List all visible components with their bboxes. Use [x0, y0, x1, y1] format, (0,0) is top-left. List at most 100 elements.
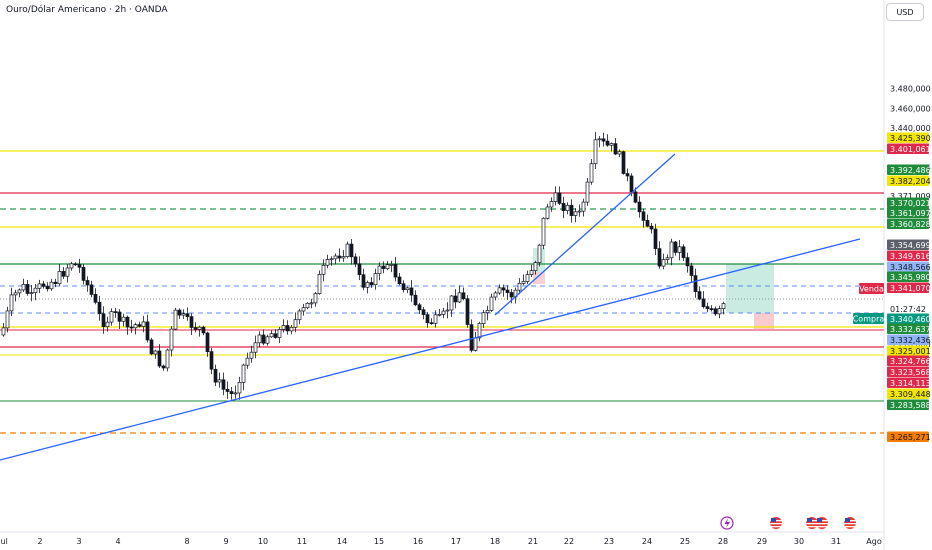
candle	[505, 285, 510, 300]
candle	[173, 307, 178, 331]
currency-button[interactable]: USD	[886, 3, 924, 21]
candle	[257, 331, 262, 348]
candle	[305, 302, 310, 310]
us-flag-icon[interactable]	[770, 517, 782, 529]
candle	[205, 331, 210, 357]
candle	[361, 268, 366, 291]
candle	[49, 278, 54, 291]
long-uptrend-line[interactable]	[0, 238, 861, 461]
candle	[377, 262, 382, 281]
candle	[473, 332, 478, 352]
candle	[217, 372, 222, 388]
candle	[673, 241, 678, 256]
price-tag-label: 3.354,699	[890, 241, 931, 250]
candle	[93, 288, 98, 305]
candle	[237, 376, 242, 400]
candle	[609, 142, 614, 152]
candle	[165, 348, 170, 372]
candle	[277, 327, 282, 344]
us-flag-icon[interactable]	[816, 517, 828, 529]
sell-order-tag[interactable]: Venda	[859, 283, 884, 294]
stop-loss-zone[interactable]	[754, 313, 774, 329]
candle	[373, 268, 378, 290]
time-axis-label: 29	[757, 537, 767, 546]
candle	[345, 241, 350, 259]
candle	[197, 325, 202, 337]
candle	[477, 321, 482, 342]
price-tag-label: 3.309,448	[890, 390, 931, 399]
buy-order-tag[interactable]: Compra	[853, 313, 885, 324]
candle	[53, 278, 58, 288]
candle	[45, 282, 50, 292]
candle	[421, 307, 426, 320]
time-axis-label: 28	[718, 537, 728, 546]
candle	[381, 261, 386, 274]
price-tag-label: 3.341,070	[890, 284, 931, 293]
candle	[501, 284, 506, 297]
candle	[529, 264, 534, 277]
candle	[321, 259, 326, 282]
candle	[573, 208, 578, 223]
time-axis-label: 8	[184, 537, 189, 546]
candle	[145, 314, 150, 343]
price-tag-yellow: 3.382,204	[887, 175, 931, 186]
candle	[665, 254, 670, 264]
candle	[105, 316, 110, 332]
price-tag-lightblue: 3.348,566	[887, 261, 931, 272]
candle	[469, 319, 474, 353]
candle	[689, 262, 694, 283]
price-tag-label: 3.265,271	[890, 433, 931, 442]
candle	[369, 277, 374, 288]
price-tag-label: 3.332,436	[890, 336, 931, 345]
candle	[85, 276, 90, 292]
candle	[21, 278, 26, 292]
candle	[565, 202, 570, 215]
candle	[1, 323, 6, 337]
candle	[349, 239, 354, 265]
price-tag-yellow: 3.325,001	[887, 345, 931, 356]
candle	[577, 204, 582, 217]
candle	[209, 348, 214, 375]
us-flag-icon[interactable]	[844, 517, 856, 529]
price-tag-yellow: 3.309,448	[887, 388, 931, 399]
candle	[141, 315, 146, 333]
candle	[97, 296, 102, 321]
candle	[721, 301, 726, 315]
candle	[533, 260, 538, 275]
candle	[189, 313, 194, 335]
candle	[337, 248, 342, 262]
price-tag-label: 3.361,097	[890, 209, 931, 218]
time-axis-label: 9	[223, 537, 228, 546]
candle	[309, 298, 314, 309]
time-axis-label: 18	[490, 537, 500, 546]
candle	[465, 295, 470, 328]
candle	[713, 306, 718, 316]
candle	[325, 254, 330, 269]
price-axis-label: 3.460,000	[890, 104, 931, 113]
time-axis-label: 23	[604, 537, 614, 546]
candle	[593, 131, 598, 169]
short-uptrend-line[interactable]	[494, 153, 676, 316]
candle	[541, 217, 546, 250]
candle	[549, 197, 554, 212]
candle	[481, 309, 486, 328]
candle	[73, 262, 78, 266]
take-profit-zone[interactable]	[726, 264, 774, 313]
time-axis-label: 10	[258, 537, 268, 546]
symbol-title[interactable]: Ouro/Dólar Americano · 2h · OANDA	[6, 5, 168, 15]
candle	[681, 244, 686, 261]
time-axis-label: 15	[374, 537, 384, 546]
price-tag-green: 3.361,097	[887, 207, 931, 218]
time-axis-label: 4	[115, 537, 120, 546]
candle	[137, 321, 142, 328]
event-lightning-icon[interactable]	[720, 516, 734, 530]
candle	[621, 150, 626, 175]
price-tag-green: 3.370,021	[887, 197, 931, 208]
us-flag-icon[interactable]	[806, 517, 818, 529]
candle	[405, 286, 410, 294]
candle	[109, 308, 114, 326]
candle	[537, 243, 542, 267]
candle	[365, 280, 370, 294]
time-axis-labels: Jul2348910111415161718212223242528293031…	[0, 537, 882, 546]
